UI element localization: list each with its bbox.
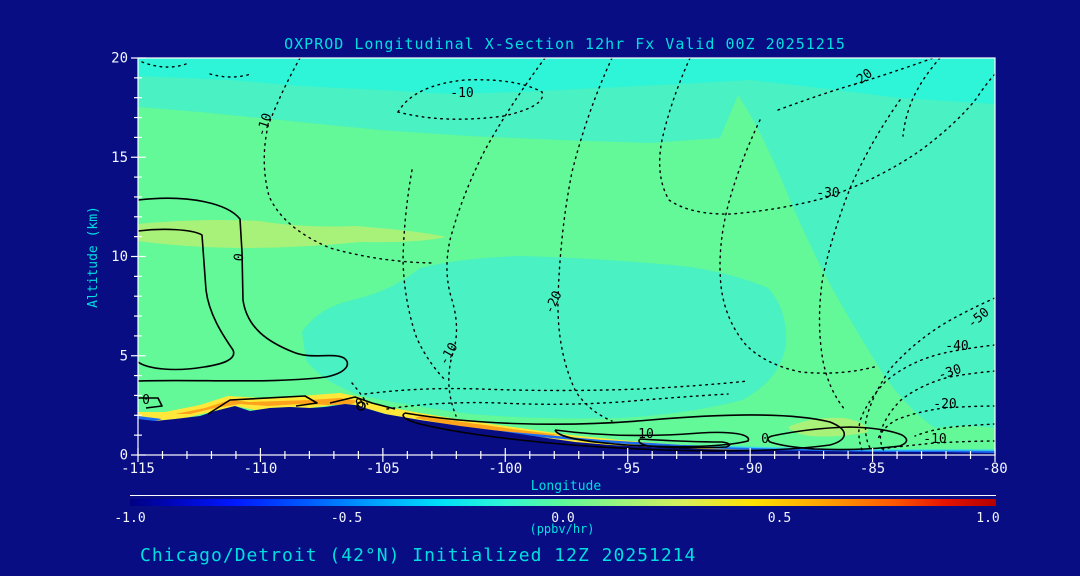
contour-label: -30 [816,186,839,201]
y-axis-title: Altitude (km) [86,206,101,308]
contour-label: 10 [638,427,654,442]
contour-label: -40 [945,339,968,354]
y-tick-label: 20 [111,51,128,67]
contour-label: -30 [936,362,963,384]
colorbar-units-label: (ppbv/hr) [529,522,594,536]
plot-title: OXPROD Longitudinal X-Section 12hr Fx Va… [284,35,846,53]
x-axis-ticks: -115 -110 -105 -100 -95 -90 -85 -80 [121,448,1008,477]
y-axis-ticks: 0 5 10 15 20 [111,51,146,464]
x-tick-label: -110 [244,461,278,477]
x-tick-label: -105 [366,461,400,477]
dotted-contour-lines [141,58,995,452]
y-tick-label: 15 [111,150,128,166]
colorbar-tick-label: -0.5 [331,511,362,526]
contour-label: 0 [142,393,150,408]
contour-label: 0 [761,432,769,447]
y-tick-label: 5 [120,348,128,364]
x-tick-label: -80 [982,461,1007,477]
contour-label: -20 [933,397,956,412]
colorbar-tick-label: 0.5 [768,511,791,526]
x-tick-label: -90 [737,461,762,477]
colorbar-tick-label: 1.0 [976,511,999,526]
colorbar-tick-label: -1.0 [114,511,145,526]
contour-label: 0 [231,252,247,262]
x-tick-label: -95 [615,461,640,477]
contour-label: -10 [923,432,946,447]
terrain-silhouette [138,404,995,455]
colorbar-tick-label: 0.0 [551,511,574,526]
caption: Chicago/Detroit (42°N) Initialized 12Z 2… [140,545,696,566]
colorbar-tick-labels: -1.0 -0.5 0.0 0.5 1.0 [114,511,999,526]
x-axis-title: Longitude [531,479,602,494]
colorbar [130,499,996,506]
x-tick-label: -85 [860,461,885,477]
contour-label: -10 [450,86,473,101]
solid-contour-lines [138,197,908,452]
y-tick-label: 0 [120,448,128,464]
contour-label: -10 [254,111,276,138]
x-tick-label: -115 [121,461,155,477]
colorbar-top-line [130,495,996,496]
y-tick-label: 10 [111,249,128,265]
x-tick-label: -100 [488,461,522,477]
